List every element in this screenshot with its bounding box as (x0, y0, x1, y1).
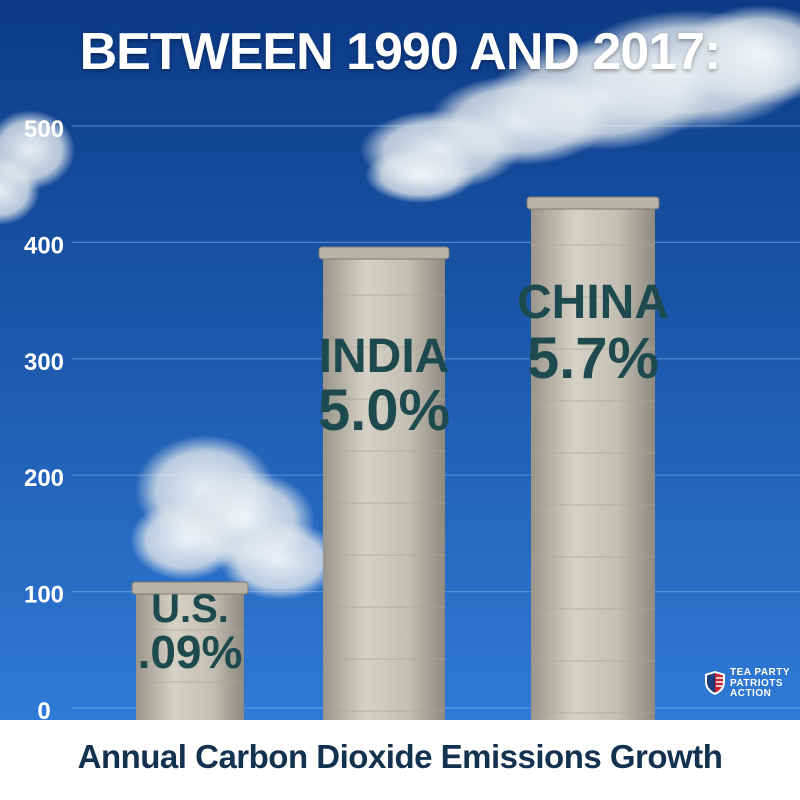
logo-line: ACTION (730, 688, 772, 699)
stack-rim (318, 246, 450, 260)
smoke-clouds (0, 5, 800, 600)
smoke-puff (0, 155, 40, 225)
shield-flag-icon (705, 671, 725, 695)
stack-bar (323, 255, 445, 720)
smoke-puff (220, 520, 340, 600)
y-tick-label: 500 (24, 116, 64, 143)
smoke-puff (130, 500, 240, 580)
brand-logo: TEA PARTY PATRIOTS ACTION (704, 667, 794, 700)
value-label: 5.7% (527, 326, 659, 391)
y-tick-label: 100 (24, 582, 64, 609)
smoke-puff (680, 5, 800, 105)
smoke-puff (365, 147, 475, 203)
stack-bar (136, 590, 244, 720)
value-label: .09% (138, 626, 243, 678)
stack-bar (531, 205, 655, 720)
value-label: 5.0% (318, 378, 450, 443)
y-axis-ticks: 0 100 200 300 400 500 (24, 116, 64, 725)
stack-rim (526, 196, 660, 210)
category-label: CHINA (517, 276, 669, 329)
y-tick-label: 300 (24, 349, 64, 376)
y-tick-label: 400 (24, 232, 64, 259)
caption-bar (0, 720, 800, 800)
y-tick-label: 200 (24, 465, 64, 492)
category-label: U.S. (151, 587, 229, 631)
y-tick-label: 0 (37, 698, 50, 725)
logo-line: PATRIOTS (730, 677, 784, 689)
chart-caption: Annual Carbon Dioxide Emissions Growth (77, 738, 723, 775)
page-title: BETWEEN 1990 AND 2017: (79, 23, 722, 81)
category-label: INDIA (319, 330, 450, 383)
stack-rim (131, 581, 249, 595)
logo-line: TEA PARTY (730, 667, 791, 678)
smokestack-bars (131, 196, 660, 720)
